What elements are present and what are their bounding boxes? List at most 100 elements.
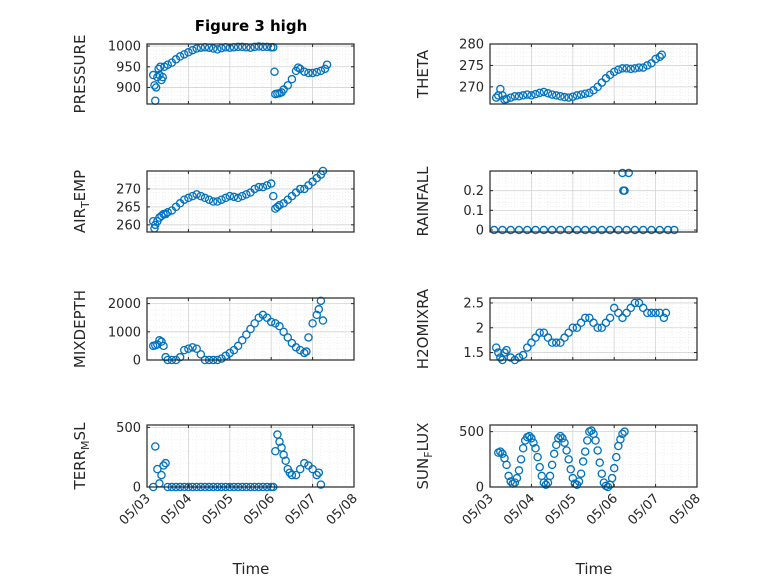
data-point: [539, 328, 549, 337]
data-point: [491, 343, 501, 352]
data-point: [283, 81, 293, 90]
y-tick-label: 270: [459, 80, 484, 95]
data-point: [518, 91, 528, 100]
data-point: [204, 195, 214, 204]
data-point: [614, 308, 623, 318]
data-point: [560, 92, 569, 102]
y-tick-label: 260: [116, 218, 141, 233]
data-point: [547, 90, 557, 99]
data-point: [148, 70, 158, 80]
data-point: [304, 68, 313, 78]
data-point: [527, 91, 536, 100]
data-point: [279, 327, 288, 337]
data-point: [547, 460, 557, 470]
data-point: [630, 225, 640, 235]
data-point: [597, 469, 607, 478]
y-axis-label: AIRTEMP: [71, 170, 92, 233]
x-axis-label-left: Time: [232, 560, 270, 578]
data-point: [620, 427, 629, 436]
data-point: [281, 456, 290, 466]
data-point: [254, 182, 264, 192]
data-point: [669, 225, 679, 235]
data-point: [638, 225, 648, 235]
y-tick-label: 275: [459, 59, 484, 74]
data-point: [225, 191, 235, 201]
data-point: [157, 470, 166, 480]
data-point: [283, 333, 293, 342]
data-point: [161, 458, 170, 468]
data-point: [630, 64, 640, 73]
data-point: [539, 87, 549, 97]
x-tick-label: 05/08: [324, 491, 361, 528]
x-tick-label: 05/05: [200, 491, 237, 528]
data-point: [580, 225, 590, 235]
y-axis-label: MIXDEPTH: [71, 290, 89, 368]
subplot-terrmsl: 0 500 05/03 05/04 05/05 05/06 05/07 05/08 TERRMS…: [71, 421, 361, 528]
data-point: [258, 182, 268, 192]
data-point: [535, 88, 544, 98]
data-point: [556, 431, 565, 441]
data-point: [601, 318, 611, 328]
data-point: [535, 328, 544, 337]
data-point: [576, 318, 586, 328]
data-point: [527, 338, 536, 347]
data-point: [523, 225, 532, 235]
axes-frame: [146, 170, 355, 233]
data-point: [597, 323, 607, 333]
data-point: [269, 191, 278, 201]
data-point: [556, 225, 565, 235]
data-point: [605, 313, 615, 323]
data-point: [560, 333, 569, 342]
data-point: [568, 92, 578, 101]
data-point: [564, 328, 573, 337]
data-point: [655, 308, 664, 318]
data-point: [663, 225, 673, 235]
x-tick-label: 05/03: [460, 491, 497, 528]
y-tick-label: 1000: [108, 325, 141, 340]
data-point: [217, 195, 226, 204]
data-point: [300, 458, 309, 468]
data-point: [308, 464, 317, 474]
data-point: [496, 353, 505, 362]
data-point: [572, 225, 582, 235]
y-tick-label: 1.5: [463, 346, 484, 361]
data-point: [192, 190, 201, 199]
data-point: [157, 211, 166, 221]
data-point: [609, 303, 619, 313]
data-point: [634, 63, 644, 72]
data-point: [161, 209, 170, 219]
data-point: [242, 330, 251, 339]
data-point: [233, 193, 243, 203]
data-point: [514, 353, 524, 362]
data-point: [551, 91, 561, 100]
data-point: [551, 338, 561, 347]
data-point: [589, 318, 598, 328]
data-point: [237, 336, 247, 345]
data-point: [175, 352, 185, 362]
data-point: [626, 64, 636, 74]
data-point: [312, 470, 321, 480]
data-point: [572, 91, 582, 100]
y-tick-label: 280: [459, 38, 484, 53]
data-point: [556, 92, 565, 101]
data-point: [516, 455, 526, 464]
x-tick-label: 05/05: [543, 491, 580, 528]
data-point: [291, 470, 301, 480]
data-point: [502, 94, 511, 104]
data-point: [213, 45, 222, 54]
data-point: [250, 42, 259, 52]
data-point: [287, 470, 297, 480]
data-point: [300, 67, 309, 76]
data-point: [500, 348, 509, 357]
data-point: [208, 44, 218, 53]
data-point: [523, 90, 532, 99]
data-point: [320, 64, 330, 74]
data-point: [221, 193, 230, 203]
data-point: [638, 63, 648, 72]
data-point: [574, 477, 584, 486]
data-point: [150, 81, 159, 90]
data-point: [250, 184, 259, 194]
data-point: [157, 337, 166, 346]
data-point: [622, 225, 631, 235]
